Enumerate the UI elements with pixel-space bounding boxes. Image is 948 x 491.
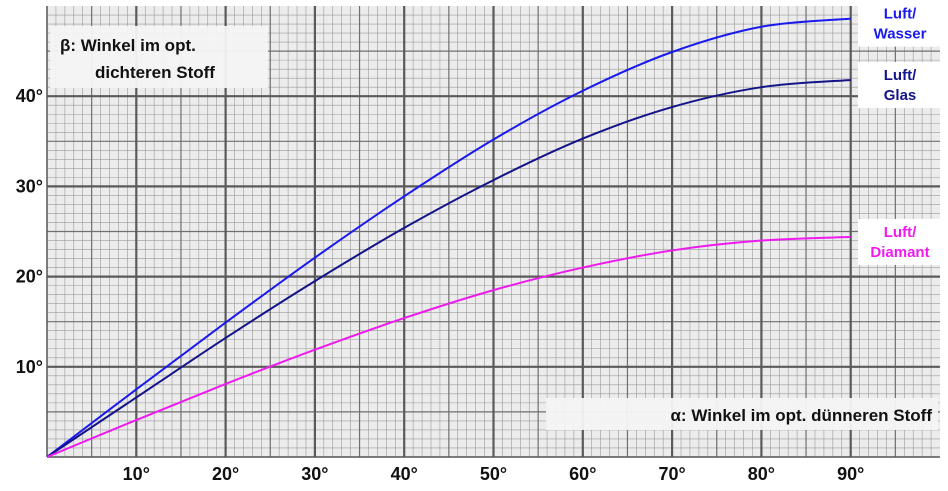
y-tick-bg bbox=[2, 352, 46, 377]
x-tick-label: 40° bbox=[391, 464, 418, 484]
grid-major bbox=[47, 6, 940, 457]
ylabel-line-2: dichteren Stoff bbox=[95, 63, 215, 82]
x-tick-label: 60° bbox=[569, 464, 596, 484]
series-label-1-line-1: Luft/ bbox=[884, 67, 917, 84]
x-tick-label: 90° bbox=[837, 464, 864, 484]
ylabel-line-1: β: Winkel im opt. bbox=[60, 36, 196, 55]
y-tick-label: 20° bbox=[16, 267, 43, 287]
series-label-1-line-2: Glas bbox=[884, 87, 917, 104]
y-tick-label: 40° bbox=[16, 86, 43, 106]
series-label-0-line-1: Luft/ bbox=[884, 6, 917, 23]
axes: 10° 20° 30° 40° 50° 60° 70° 80° 90° 10° 20° 30° 40° bbox=[2, 6, 940, 484]
y-tick-bg bbox=[2, 82, 46, 107]
y-tick-label: 10° bbox=[16, 357, 43, 377]
series-label-2-line-2: Diamant bbox=[870, 244, 929, 261]
x-tick-label: 30° bbox=[301, 464, 328, 484]
series-line-2 bbox=[46, 235, 851, 458]
x-tick-label: 10° bbox=[123, 464, 150, 484]
x-tick-label: 70° bbox=[658, 464, 685, 484]
chart-labels: β: Winkel im opt. dichteren Stoff α: Winke… bbox=[50, 0, 942, 430]
x-tick-label: 80° bbox=[748, 464, 775, 484]
xlabel: α: Winkel im opt. dünneren Stoff bbox=[670, 406, 932, 425]
x-tick-label: 20° bbox=[212, 464, 239, 484]
series-label-bg-0 bbox=[858, 0, 942, 47]
series-line-1 bbox=[46, 78, 851, 458]
y-tick-label: 30° bbox=[16, 176, 43, 196]
series-label-bg-2 bbox=[858, 218, 942, 265]
y-tick-bg bbox=[2, 262, 46, 287]
series-label-2-line-1: Luft/ bbox=[884, 224, 917, 241]
series-label-0-line-2: Wasser bbox=[874, 26, 927, 43]
series-label-bg-1 bbox=[858, 61, 942, 108]
ylabel-box bbox=[50, 26, 268, 88]
xlabel-box bbox=[546, 398, 938, 430]
y-tick-bg bbox=[2, 172, 46, 197]
series-line-0 bbox=[46, 17, 851, 458]
x-tick-label: 50° bbox=[480, 464, 507, 484]
series-lines bbox=[46, 17, 851, 458]
